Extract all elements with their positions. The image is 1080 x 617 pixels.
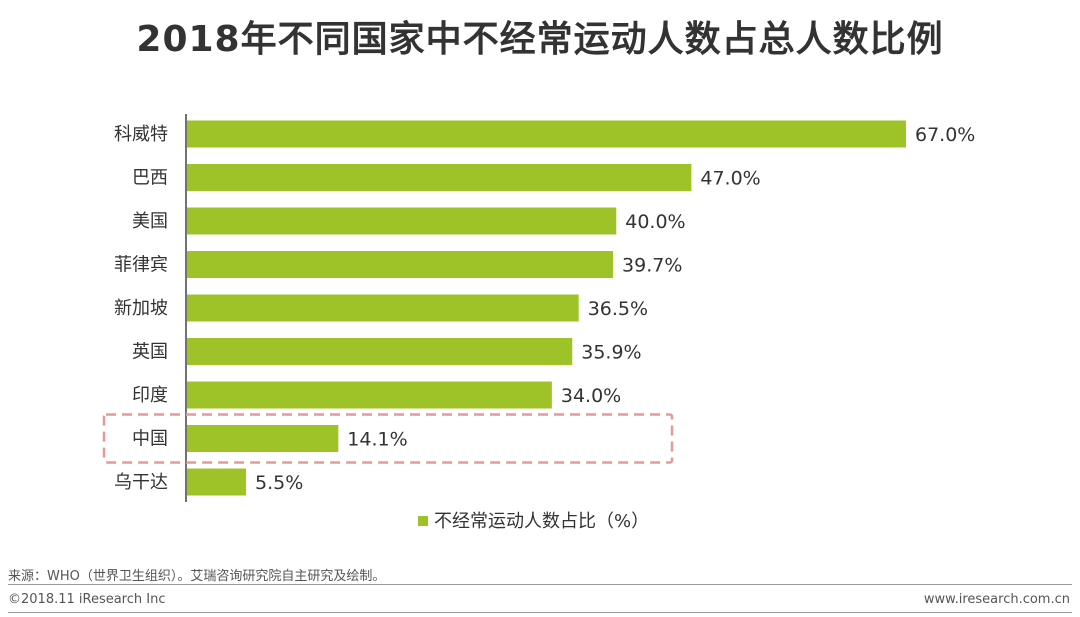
category-label: 中国 <box>132 429 168 450</box>
legend-label: 不经常运动人数占比（%） <box>434 511 649 532</box>
category-label: 英国 <box>132 342 168 363</box>
data-label: 36.5% <box>588 298 648 320</box>
bar <box>187 468 247 496</box>
legend-swatch <box>418 516 428 526</box>
copyright-text: ©2018.11 iResearch Inc <box>8 592 166 607</box>
source-divider <box>8 584 1072 585</box>
category-label: 菲律宾 <box>114 255 168 276</box>
bar <box>187 251 614 278</box>
bar <box>187 294 579 322</box>
category-label: 美国 <box>132 211 168 232</box>
category-label: 印度 <box>132 385 168 406</box>
data-label: 67.0% <box>915 124 975 146</box>
category-label: 巴西 <box>132 168 168 189</box>
bar <box>187 207 617 235</box>
source-note: 来源：WHO（世界卫生组织）。艾瑞咨询研究院自主研究及绘制。 <box>8 569 386 584</box>
highlight-box <box>102 413 674 464</box>
data-label: 5.5% <box>255 472 303 494</box>
data-label: 39.7% <box>622 255 682 277</box>
bar-chart: 科威特 67.0% 巴西 47.0% 美国 40.0% 菲律宾 39.7% 新加坡 36.5% 英国… <box>102 114 975 532</box>
category-label: 科威特 <box>114 124 168 145</box>
bar <box>187 120 906 148</box>
data-label: 40.0% <box>625 211 685 233</box>
data-label: 47.0% <box>700 168 760 190</box>
bar <box>187 164 692 191</box>
category-label: 新加坡 <box>114 298 168 319</box>
website-link[interactable]: www.iresearch.com.cn <box>923 592 1070 607</box>
bar <box>187 338 573 365</box>
data-label: 14.1% <box>347 429 407 451</box>
category-label: 乌干达 <box>114 472 168 493</box>
data-label: 35.9% <box>581 342 641 364</box>
chart-title: 2018年不同国家中不经常运动人数占总人数比例 <box>136 19 944 60</box>
data-label: 34.0% <box>561 385 621 407</box>
footer-divider <box>8 612 1072 613</box>
bar <box>187 425 339 452</box>
bar <box>187 381 552 409</box>
